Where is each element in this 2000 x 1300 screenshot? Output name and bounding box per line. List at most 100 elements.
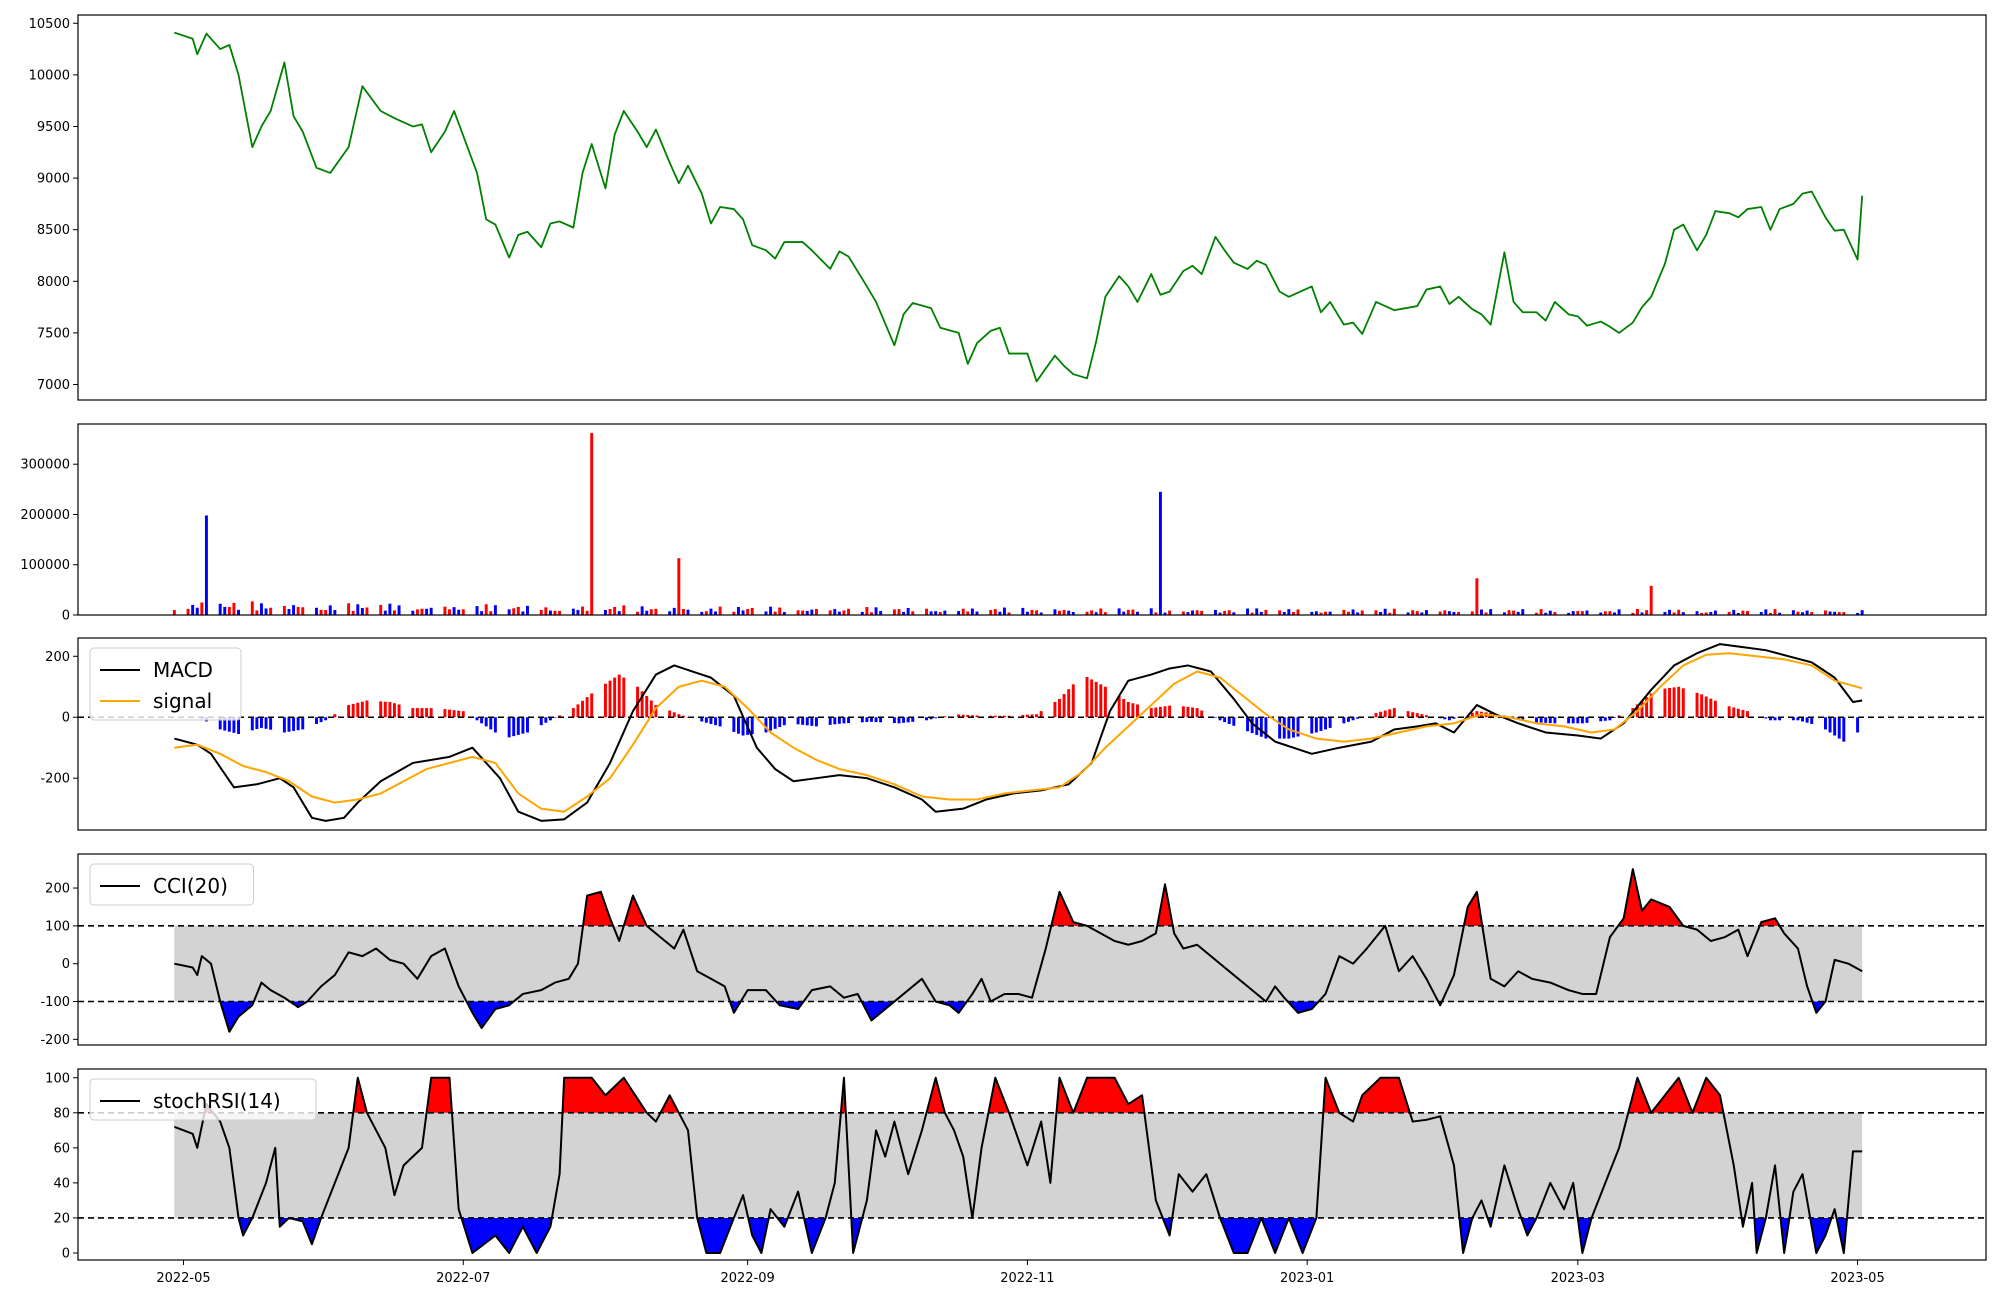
macd-hist-bar	[975, 715, 979, 718]
volume-bar	[966, 611, 970, 615]
macd-hist-bar	[810, 717, 814, 726]
volume-bar	[1424, 610, 1428, 615]
volume-bar	[1736, 612, 1740, 615]
macd-hist-bar	[269, 717, 273, 730]
volume-bar	[1842, 612, 1846, 615]
price-frame	[77, 14, 1987, 401]
macd-hist-bar	[1058, 698, 1061, 718]
volume-ytick-label: 200000	[20, 508, 70, 523]
macd-hist-bar	[255, 717, 259, 730]
cci-ytick-label: -200	[40, 1033, 70, 1048]
volume-bar	[1149, 608, 1153, 615]
volume-bar	[879, 611, 883, 615]
volume-bar	[805, 610, 809, 615]
macd-hist-bar	[1576, 717, 1580, 724]
volume-bar	[1021, 607, 1025, 615]
macd-hist-bar	[1796, 717, 1800, 721]
volume-bar	[1191, 610, 1194, 615]
price-ytick-label: 10000	[29, 68, 70, 83]
volume-bar	[232, 602, 236, 615]
macd-hist-bar	[590, 693, 594, 718]
macd-hist-bar	[1163, 706, 1167, 718]
volume-bar	[796, 610, 800, 615]
stochrsi-overbought-fill	[174, 1077, 1863, 1113]
macd-hist-bar	[1278, 717, 1282, 739]
macd-hist-bar	[1608, 717, 1612, 721]
macd-hist-bar	[1388, 709, 1392, 718]
macd-hist-bar	[1713, 700, 1717, 718]
macd-hist-bar	[1085, 677, 1089, 718]
volume-bar	[282, 605, 286, 615]
volume-bar	[461, 609, 465, 615]
macd-hist-bar	[1415, 713, 1419, 718]
stochrsi-ytick-label: 40	[53, 1176, 70, 1191]
volume-bar	[833, 609, 837, 615]
macd-hist-bar	[1025, 714, 1029, 718]
volume-bar	[539, 609, 543, 615]
macd-hist-bar	[704, 717, 708, 723]
volume-bar	[1090, 610, 1094, 615]
macd-hist-bar	[934, 717, 938, 719]
macd-series-signal	[174, 652, 1863, 813]
volume-bar	[526, 605, 529, 615]
volume-bar	[1617, 609, 1621, 615]
macd-hist-bar	[1039, 711, 1043, 718]
stochrsi-legend-box	[89, 1078, 317, 1121]
macd-hist-bar	[1347, 717, 1350, 722]
volume-bar	[1484, 612, 1488, 615]
volume-bar	[649, 609, 653, 615]
macd-hist-bar	[617, 674, 621, 718]
macd-hist-bar	[1768, 717, 1772, 721]
volume-bar	[1470, 611, 1474, 615]
macd-hist-bar	[1704, 696, 1708, 718]
volume-bar	[393, 610, 396, 615]
macd-hist-bar	[516, 717, 520, 735]
macd-hist-bar	[475, 717, 479, 721]
volume-bar	[200, 602, 204, 615]
volume-bar	[204, 515, 208, 615]
macd-hist-bar	[1351, 717, 1355, 721]
volume-bar	[1475, 578, 1479, 615]
volume-frame	[77, 423, 1987, 616]
macd-hist-bar	[613, 677, 617, 718]
volume-bar	[287, 609, 291, 615]
macd-hist-bar	[1264, 717, 1268, 739]
volume-bar	[938, 612, 942, 615]
macd-hist-bar	[1603, 717, 1607, 721]
macd-legend-label: MACD	[153, 658, 213, 682]
volume-bar	[328, 605, 332, 615]
volume-bar	[512, 608, 516, 615]
macd-hist-bar	[259, 717, 263, 728]
volume-bar	[452, 607, 456, 615]
volume-bar	[1007, 612, 1011, 615]
volume-bar	[874, 607, 878, 615]
macd-hist-bar	[1062, 694, 1066, 718]
volume-bar	[507, 609, 511, 615]
macd-hist-bar	[553, 717, 557, 718]
volume-bar	[1259, 611, 1263, 615]
macd-hist-bar	[672, 712, 676, 718]
macd-hist-bar	[282, 717, 286, 733]
volume-bar	[1828, 611, 1832, 615]
cci-ytick-label: 200	[45, 882, 70, 897]
volume-bar	[1613, 612, 1616, 615]
volume-bar	[1296, 609, 1300, 615]
macd-hist-bar	[1443, 717, 1447, 720]
macd-hist-bar	[393, 703, 396, 718]
macd-hist-bar	[296, 717, 300, 731]
volume-ytick-label: 300000	[20, 458, 70, 473]
macd-hist-bar	[847, 717, 851, 724]
volume-bar	[613, 606, 617, 615]
volume-bar	[1392, 608, 1396, 615]
macd-hist-bar	[1571, 717, 1575, 724]
volume-bar	[640, 606, 644, 615]
volume-bar	[1415, 611, 1419, 615]
macd-hist-bar	[1191, 707, 1194, 718]
volume-bar	[448, 609, 451, 615]
price-ytick-label: 10500	[29, 17, 70, 32]
macd-hist-bar	[1773, 717, 1777, 721]
volume-bar	[1342, 609, 1346, 615]
volume-bar	[1457, 612, 1461, 615]
macd-hist-bar	[333, 714, 337, 718]
